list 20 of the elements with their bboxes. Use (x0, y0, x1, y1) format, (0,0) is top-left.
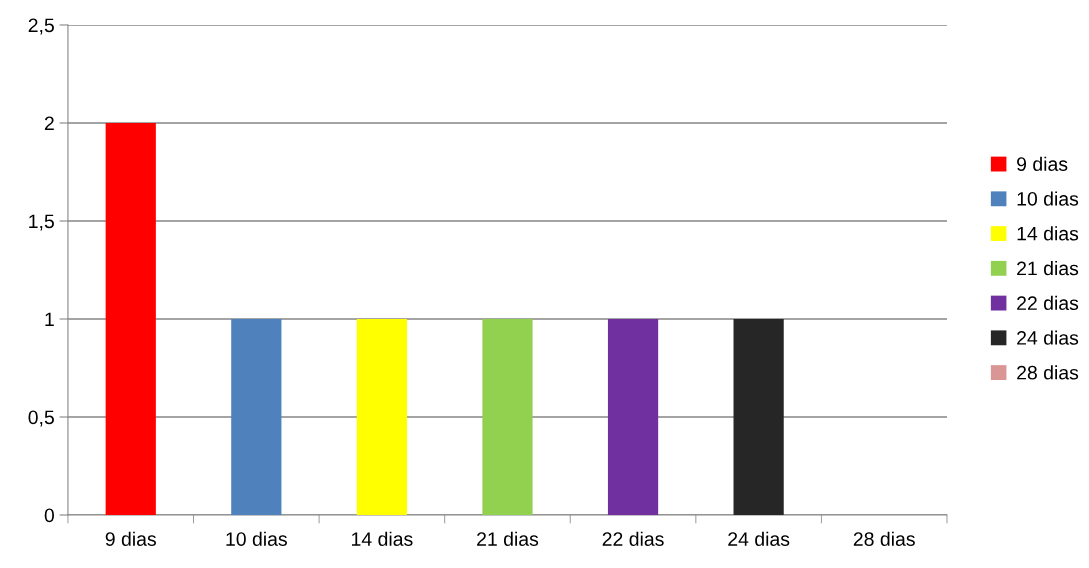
legend-label: 24 dias (1017, 330, 1079, 345)
x-tick-label: 14 dias (352, 531, 413, 546)
legend-label: 21 dias (1017, 260, 1079, 276)
legend-label: 22 dias (1017, 295, 1079, 311)
y-tick-label: 1 (45, 312, 54, 327)
y-tick-label: 0,5 (28, 410, 54, 427)
y-tick-label: 0 (44, 508, 54, 523)
y-tick-label: 2,5 (28, 18, 54, 35)
y-tick-label: 2 (44, 116, 54, 131)
x-tick-label: 22 dias (602, 531, 664, 546)
legend-label: 9 dias (1017, 156, 1068, 171)
x-tick-label: 9 dias (105, 531, 156, 546)
y-tick-label: 1,5 (29, 214, 54, 231)
x-tick-label: 24 dias (728, 531, 790, 546)
legend-label: 14 dias (1017, 226, 1079, 241)
legend-label: 28 dias (1017, 365, 1079, 380)
x-tick-label: 28 dias (853, 531, 915, 546)
legend-label: 10 dias (1017, 191, 1079, 206)
x-tick-label: 10 dias (226, 531, 287, 546)
x-tick-label: 21 dias (477, 531, 539, 546)
